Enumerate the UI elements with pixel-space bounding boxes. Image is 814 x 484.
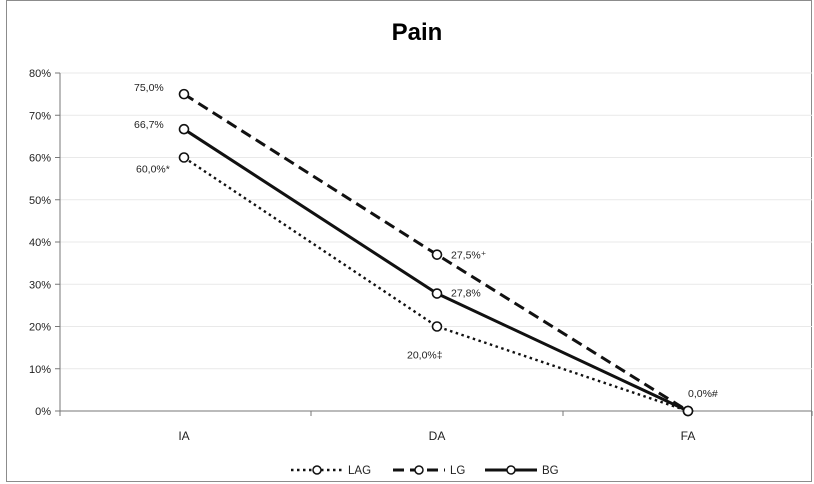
data-point-lg — [178, 88, 190, 100]
series-lines — [178, 88, 694, 417]
chart-frame — [6, 0, 812, 482]
axes — [55, 72, 813, 416]
x-tick-label: DA — [429, 429, 446, 443]
data-label: 66,7% — [134, 119, 164, 131]
legend-label-bg: BG — [542, 465, 559, 477]
legend-marker-lag — [312, 465, 322, 475]
y-tick-label: 30% — [29, 279, 51, 291]
legend-marker-lg — [414, 465, 424, 475]
y-tick-label: 70% — [29, 110, 51, 122]
legend-label-lg: LG — [450, 465, 465, 477]
data-point-lag — [178, 152, 190, 163]
data-point-lg — [431, 249, 443, 260]
series-line-lag — [183, 156, 689, 413]
legend-marker-bg — [506, 465, 516, 475]
y-tick-label: 10% — [29, 364, 51, 376]
data-label: 75,0% — [134, 82, 164, 94]
data-label: 27,5%⁺ — [451, 250, 487, 262]
data-point-bg — [431, 288, 443, 299]
data-label: 20,0%‡ — [407, 350, 443, 362]
y-tick-label: 60% — [29, 153, 51, 165]
data-label: 60,0%* — [136, 164, 170, 176]
chart-title: Pain — [392, 19, 443, 46]
y-tick-label: 80% — [29, 68, 51, 80]
data-label: 27,8% — [451, 288, 481, 300]
legend-label-lag: LAG — [348, 465, 371, 477]
grid-lines — [60, 72, 812, 370]
data-point-lag — [431, 321, 443, 332]
y-tick-label: 20% — [29, 322, 51, 334]
legend: LAG LG BG — [291, 465, 559, 477]
y-axis-ticks: 0% 10% 20% 30% 40% 50% 60% 70% 80% — [29, 68, 51, 418]
x-tick-label: FA — [681, 429, 696, 443]
y-tick-label: 40% — [29, 237, 51, 249]
data-point-bg — [178, 123, 190, 135]
data-label: 0,0%# — [688, 388, 718, 400]
x-axis-ticks: IA DA FA — [178, 429, 695, 443]
x-tick-label: IA — [178, 429, 189, 443]
y-tick-label: 0% — [35, 406, 51, 418]
data-labels: 60,0%* 20,0%‡ 75,0% 27,5%⁺ 66,7% 27,8% 0,0%# — [134, 82, 718, 400]
data-point-bg — [682, 405, 694, 417]
y-tick-label: 50% — [29, 195, 51, 207]
